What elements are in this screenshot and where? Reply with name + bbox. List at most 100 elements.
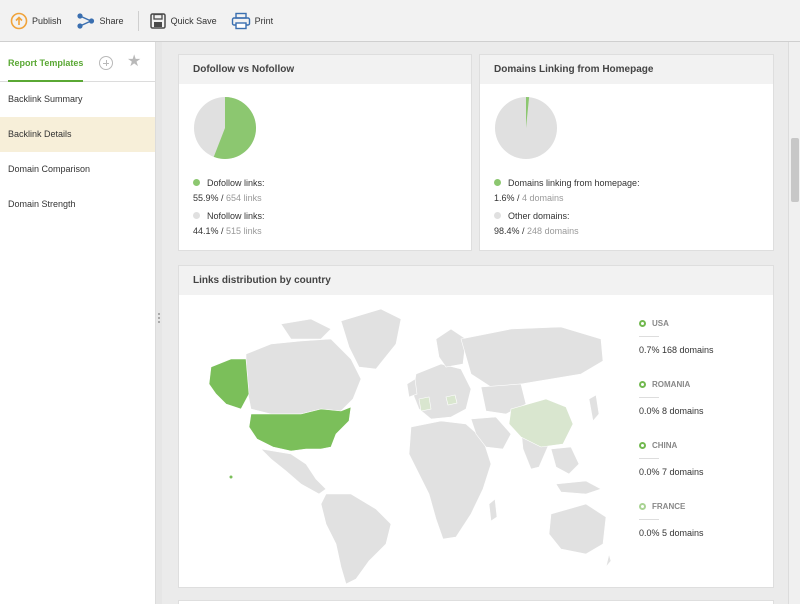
publish-button[interactable]: Publish: [10, 7, 62, 35]
usa-ring-icon: [639, 320, 646, 327]
map-indonesia: [555, 480, 602, 495]
country-value-romania: 0.0% 8 domains: [639, 406, 704, 416]
print-label: Print: [254, 15, 274, 26]
map-new-zealand: [605, 553, 611, 568]
country-item-usa: USA 0.7% 168 domains: [639, 319, 729, 355]
romania-ring-icon: [639, 381, 646, 388]
dofollow-legend-dot: [193, 179, 200, 186]
homepage-card-title: Domains Linking from Homepage: [480, 55, 773, 84]
nofollow-pct: 44.1%: [193, 226, 219, 236]
country-value-china: 0.0% 7 domains: [639, 467, 704, 477]
sidebar: Report Templates ★ Backlink Summary Back…: [0, 42, 156, 604]
add-template-icon[interactable]: [99, 56, 113, 70]
dofollow-count: 654 links: [226, 193, 262, 203]
tab-report-templates[interactable]: Report Templates: [8, 42, 84, 82]
splitter-grip[interactable]: [158, 313, 161, 325]
sidebar-item-domain-comparison[interactable]: Domain Comparison: [8, 164, 91, 174]
other-legend-item: Other domains: 98.4% / 248 domains: [494, 211, 579, 236]
linking-legend-dot: [494, 179, 501, 186]
country-value-usa: 0.7% 168 domains: [639, 345, 714, 355]
map-australia: [548, 503, 607, 555]
share-button[interactable]: Share: [76, 7, 124, 35]
map-russia: [460, 326, 604, 388]
quick-save-button[interactable]: Quick Save: [149, 7, 217, 35]
map-middle-east: [470, 416, 512, 450]
other-legend-dot: [494, 212, 501, 219]
publish-label: Publish: [32, 15, 62, 26]
next-card-edge: [178, 600, 774, 604]
country-card-title: Links distribution by country: [179, 266, 773, 295]
map-alaska: [208, 358, 250, 410]
linking-count: 4 domains: [522, 193, 564, 203]
map-france: [418, 396, 432, 412]
dofollow-legend-item: Dofollow links: 55.9% / 654 links: [193, 178, 265, 203]
map-greenland: [340, 308, 402, 370]
map-africa: [408, 420, 492, 540]
homepage-card: Domains Linking from Homepage Domains li…: [479, 54, 774, 251]
country-divider: [639, 519, 659, 520]
map-china: [508, 398, 574, 448]
world-map: [208, 308, 611, 585]
map-japan: [588, 394, 600, 422]
star-icon[interactable]: ★: [127, 53, 142, 70]
toolbar: Publish Share Quick Save Print: [0, 0, 800, 42]
map-hawaii: [229, 475, 233, 479]
sidebar-item-backlink-summary[interactable]: Backlink Summary: [8, 94, 83, 104]
print-button[interactable]: Print: [231, 7, 274, 35]
country-item-china: CHINA 0.0% 7 domains: [639, 441, 729, 477]
share-label: Share: [99, 15, 124, 26]
country-value-france: 0.0% 5 domains: [639, 528, 704, 538]
share-icon: [76, 12, 94, 29]
dofollow-card: Dofollow vs Nofollow Dofollow links: 55.…: [178, 54, 472, 251]
china-ring-icon: [639, 442, 646, 449]
linking-pct: 1.6%: [494, 193, 515, 203]
publish-icon: [10, 12, 28, 29]
country-name-usa: USA: [652, 319, 669, 328]
country-item-france: FRANCE 0.0% 5 domains: [639, 502, 729, 538]
save-icon: [149, 12, 166, 29]
other-pct: 98.4%: [494, 226, 520, 236]
quick-save-label: Quick Save: [170, 15, 217, 26]
map-scandinavia: [435, 328, 467, 368]
country-name-france: FRANCE: [652, 502, 686, 511]
country-divider: [639, 397, 659, 398]
sidebar-item-domain-strength[interactable]: Domain Strength: [8, 199, 76, 209]
sidebar-tabs: Report Templates ★: [0, 42, 155, 82]
france-ring-icon: [639, 503, 646, 510]
scrollbar-thumb[interactable]: [791, 138, 799, 202]
map-south-america: [320, 493, 392, 585]
map-usa: [248, 406, 352, 452]
map-madagascar: [488, 498, 498, 522]
country-divider: [639, 336, 659, 337]
vertical-scrollbar[interactable]: [788, 42, 800, 604]
country-name-china: CHINA: [652, 441, 678, 450]
dofollow-card-title: Dofollow vs Nofollow: [179, 55, 471, 84]
pie2-linking-slice: [526, 97, 530, 128]
map-canada-islands: [280, 318, 332, 340]
pie1-dofollow-slice: [213, 97, 257, 159]
nofollow-label: Nofollow links:: [207, 211, 265, 221]
main-content: Dofollow vs Nofollow Dofollow links: 55.…: [162, 42, 788, 604]
nofollow-legend-dot: [193, 212, 200, 219]
linking-legend-item: Domains linking from homepage: 1.6% / 4 …: [494, 178, 640, 203]
linking-label: Domains linking from homepage:: [508, 178, 640, 188]
other-label: Other domains:: [508, 211, 570, 221]
map-mexico: [260, 448, 327, 495]
nofollow-legend-item: Nofollow links: 44.1% / 515 links: [193, 211, 265, 236]
map-southeast-asia: [550, 446, 580, 475]
toolbar-separator: [137, 10, 139, 31]
map-uk: [406, 378, 418, 398]
country-name-romania: ROMANIA: [652, 380, 691, 389]
dofollow-pct: 55.9%: [193, 193, 219, 203]
country-card: Links distribution by country: [178, 265, 774, 588]
other-count: 248 domains: [527, 226, 579, 236]
sidebar-item-backlink-details[interactable]: Backlink Details: [0, 117, 155, 152]
dofollow-pie-chart: [194, 97, 257, 159]
print-icon: [231, 12, 250, 29]
country-divider: [639, 458, 659, 459]
map-romania: [445, 394, 458, 406]
map-canada: [245, 338, 362, 415]
dofollow-label: Dofollow links:: [207, 178, 265, 188]
homepage-pie-chart: [495, 97, 557, 159]
nofollow-count: 515 links: [226, 226, 262, 236]
